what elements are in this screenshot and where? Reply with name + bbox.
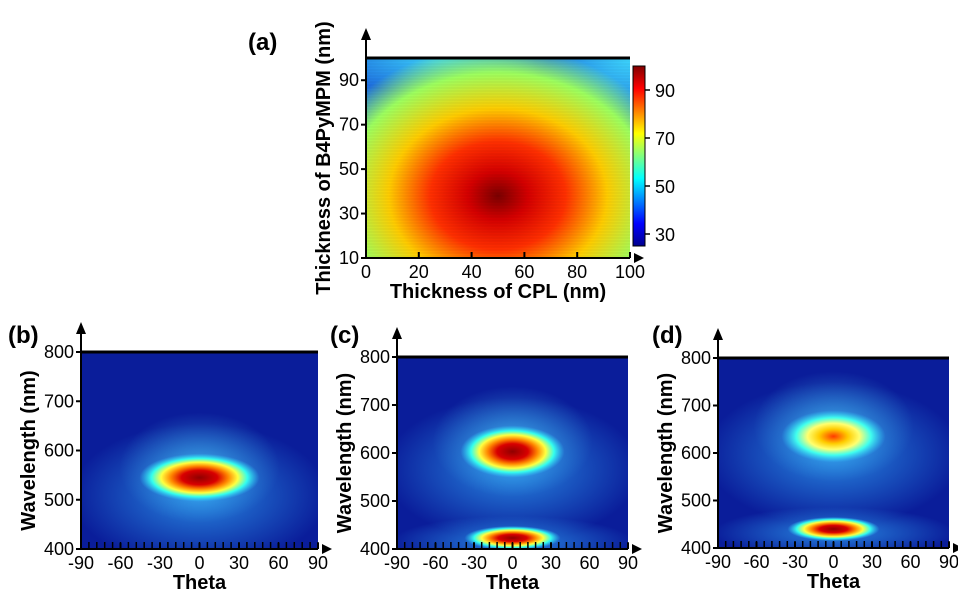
- y-tick-label: 400: [681, 538, 711, 558]
- x-tick-label: -30: [461, 553, 487, 573]
- x-tick-label: 90: [618, 553, 638, 573]
- x-tick-label: 60: [514, 262, 534, 282]
- y-tick-label: 500: [681, 491, 711, 511]
- x-axis-label: Theta: [173, 572, 227, 593]
- y-axis-label: Wavelength (nm): [334, 373, 356, 533]
- x-tick-label: 0: [361, 262, 371, 282]
- y-tick-label: 30: [339, 204, 359, 224]
- y-tick-label: 700: [360, 395, 390, 415]
- x-tick-label: -30: [147, 553, 173, 573]
- y-tick-label: 600: [360, 443, 390, 463]
- x-tick-label: 0: [194, 553, 204, 573]
- x-tick-label: 0: [507, 553, 517, 573]
- x-axis-arrow: [634, 253, 644, 263]
- y-tick-label: 10: [339, 248, 359, 268]
- colorbar-tick-label: 30: [655, 225, 675, 245]
- x-tick-label: 20: [409, 262, 429, 282]
- y-tick-label: 50: [339, 159, 359, 179]
- x-tick-label: 30: [541, 553, 561, 573]
- heatmap-image: [397, 357, 628, 549]
- y-tick-label: 70: [339, 115, 359, 135]
- colorbar-tick-label: 50: [655, 177, 675, 197]
- x-tick-label: 90: [939, 552, 958, 572]
- y-axis-arrow: [76, 322, 86, 334]
- panel-a: 0 20 40 60 80 100 10 30 50 70 90 Thickness of CPL (…: [248, 21, 675, 303]
- panel-c: -90 -60 -30 0 30 60 90 400 500 600 700 800 Theta Wave…: [330, 322, 642, 593]
- x-tick-label: 60: [579, 553, 599, 573]
- x-tick-label: -60: [107, 553, 133, 573]
- x-tick-label: 60: [268, 553, 288, 573]
- emission-peak: [139, 453, 260, 502]
- panel-label: (c): [330, 322, 359, 349]
- panel-b: -90 -60 -30 0 30 60 90 400 500 600 700 800 Theta Wave…: [8, 322, 332, 593]
- x-tick-label: 60: [900, 552, 920, 572]
- x-axis-label: Theta: [486, 572, 540, 593]
- x-axis-arrow: [322, 544, 332, 554]
- y-tick-label: 800: [360, 347, 390, 367]
- x-axis-label: Thickness of CPL (nm): [390, 281, 606, 303]
- x-axis-label: Theta: [807, 571, 861, 593]
- emission-peak: [787, 517, 880, 541]
- y-tick-label: 700: [681, 396, 711, 416]
- y-tick-label: 400: [44, 539, 74, 559]
- panel-label: (a): [248, 29, 277, 56]
- colorbar-tick-label: 90: [655, 81, 675, 101]
- y-tick-label: 800: [681, 348, 711, 368]
- x-tick-label: 30: [862, 552, 882, 572]
- y-tick-label: 500: [44, 490, 74, 510]
- y-axis-label: Wavelength (nm): [655, 373, 677, 533]
- heatmap-image: [81, 352, 318, 549]
- x-tick-label: -90: [705, 552, 731, 572]
- y-tick-label: 800: [44, 342, 74, 362]
- colorbar-tick-label: 70: [655, 129, 675, 149]
- x-tick-label: -60: [422, 553, 448, 573]
- x-tick-label: 0: [828, 552, 838, 572]
- panel-label: (d): [652, 322, 683, 349]
- y-axis-label: Wavelength (nm): [18, 370, 40, 530]
- x-tick-label: 100: [615, 262, 645, 282]
- x-tick-label: 30: [229, 553, 249, 573]
- emission-peak: [781, 410, 886, 463]
- y-tick-label: 600: [44, 441, 74, 461]
- panel-label: (b): [8, 322, 39, 349]
- y-tick-label: 600: [681, 443, 711, 463]
- x-tick-label: -90: [384, 553, 410, 573]
- y-tick-label: 700: [44, 391, 74, 411]
- x-tick-label: 80: [567, 262, 587, 282]
- x-axis-arrow: [632, 544, 642, 554]
- y-axis-arrow: [713, 328, 723, 340]
- emission-peak: [464, 525, 561, 549]
- heatmap-image: [718, 358, 949, 548]
- y-tick-label: 500: [360, 491, 390, 511]
- y-axis-label: Thickness of B4PyMPM (nm): [313, 21, 335, 294]
- heatmap-peak-region: [366, 58, 630, 258]
- x-tick-label: -30: [782, 552, 808, 572]
- panel-d: -90 -60 -30 0 30 60 90 400 500 600 700 800 Theta Wave…: [652, 322, 958, 593]
- x-tick-label: 90: [308, 553, 328, 573]
- y-tick-label: 90: [339, 70, 359, 90]
- y-axis-arrow: [392, 327, 402, 339]
- x-tick-label: -90: [68, 553, 94, 573]
- colorbar: [632, 65, 646, 247]
- x-tick-label: 40: [462, 262, 482, 282]
- x-tick-label: -60: [743, 552, 769, 572]
- y-axis-arrow: [361, 28, 371, 40]
- y-tick-label: 400: [360, 539, 390, 559]
- x-axis-arrow: [953, 543, 958, 553]
- emission-peak: [460, 425, 565, 478]
- heatmap-image: [366, 58, 630, 258]
